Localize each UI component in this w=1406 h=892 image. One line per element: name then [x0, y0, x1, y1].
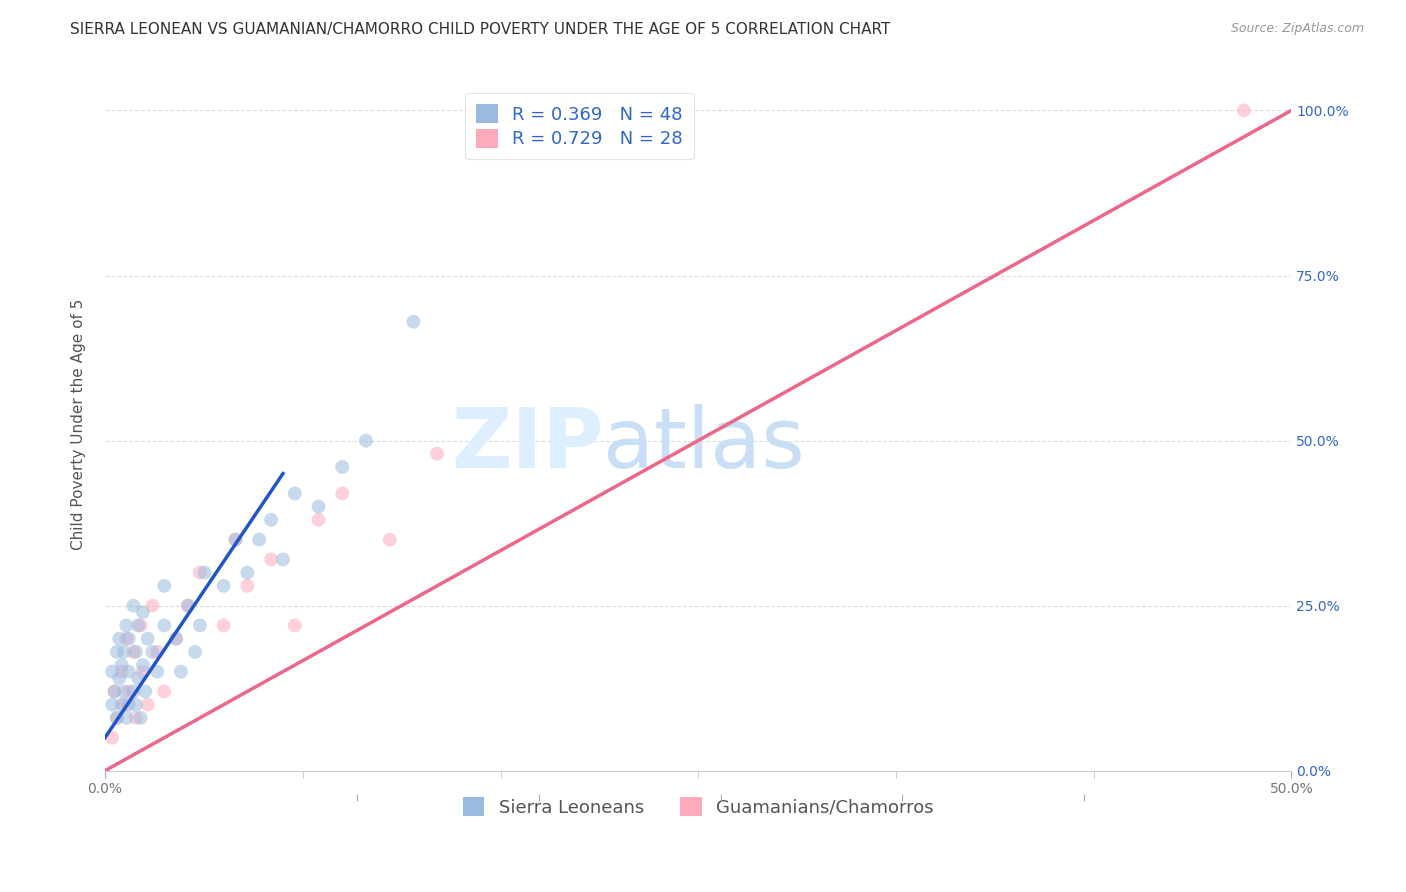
- Point: [212, 579, 235, 593]
- Point: [141, 599, 163, 613]
- Point: [308, 500, 330, 514]
- Point: [236, 566, 259, 580]
- Text: atlas: atlas: [603, 404, 806, 485]
- Point: [115, 618, 138, 632]
- Point: [110, 658, 132, 673]
- Point: [134, 684, 156, 698]
- Point: [141, 645, 163, 659]
- Point: [118, 665, 141, 679]
- Point: [110, 665, 132, 679]
- Point: [125, 711, 148, 725]
- Point: [224, 533, 246, 547]
- Point: [136, 632, 159, 646]
- Point: [260, 513, 283, 527]
- Point: [132, 665, 155, 679]
- Point: [129, 618, 152, 632]
- Point: [112, 684, 135, 698]
- Point: [330, 486, 353, 500]
- Text: Source: ZipAtlas.com: Source: ZipAtlas.com: [1230, 22, 1364, 36]
- Point: [177, 599, 200, 613]
- Point: [194, 566, 217, 580]
- Point: [165, 632, 187, 646]
- Point: [402, 315, 425, 329]
- Point: [103, 684, 125, 698]
- Point: [108, 671, 131, 685]
- Point: [136, 698, 159, 712]
- Point: [112, 645, 135, 659]
- Y-axis label: Child Poverty Under the Age of 5: Child Poverty Under the Age of 5: [72, 299, 86, 549]
- Point: [236, 579, 259, 593]
- Point: [122, 645, 145, 659]
- Point: [118, 684, 141, 698]
- Point: [378, 533, 401, 547]
- Point: [115, 632, 138, 646]
- Point: [170, 665, 193, 679]
- Point: [122, 684, 145, 698]
- Point: [105, 711, 128, 725]
- Point: [110, 698, 132, 712]
- Point: [1233, 103, 1256, 118]
- Point: [354, 434, 377, 448]
- Text: SIERRA LEONEAN VS GUAMANIAN/CHAMORRO CHILD POVERTY UNDER THE AGE OF 5 CORRELATIO: SIERRA LEONEAN VS GUAMANIAN/CHAMORRO CHI…: [70, 22, 890, 37]
- Point: [188, 618, 211, 632]
- Point: [330, 460, 353, 475]
- Point: [153, 618, 176, 632]
- Point: [153, 684, 176, 698]
- Point: [115, 711, 138, 725]
- Point: [308, 513, 330, 527]
- Point: [105, 645, 128, 659]
- Point: [101, 731, 124, 745]
- Point: [125, 698, 148, 712]
- Point: [146, 665, 169, 679]
- Point: [129, 711, 152, 725]
- Point: [101, 665, 124, 679]
- Point: [103, 684, 125, 698]
- Point: [101, 698, 124, 712]
- Point: [271, 552, 294, 566]
- Point: [188, 566, 211, 580]
- Point: [184, 645, 207, 659]
- Point: [118, 698, 141, 712]
- Point: [146, 645, 169, 659]
- Point: [127, 671, 149, 685]
- Text: ZIP: ZIP: [451, 404, 603, 485]
- Point: [108, 632, 131, 646]
- Point: [127, 618, 149, 632]
- Point: [105, 711, 128, 725]
- Point: [426, 447, 449, 461]
- Point: [284, 486, 307, 500]
- Point: [212, 618, 235, 632]
- Legend: Sierra Leoneans, Guamanians/Chamorros: Sierra Leoneans, Guamanians/Chamorros: [456, 790, 941, 824]
- Point: [260, 552, 283, 566]
- Point: [224, 533, 246, 547]
- Point: [284, 618, 307, 632]
- Point: [165, 632, 187, 646]
- Point: [125, 645, 148, 659]
- Point: [112, 698, 135, 712]
- Point: [132, 605, 155, 619]
- Point: [153, 579, 176, 593]
- Point: [247, 533, 270, 547]
- Point: [118, 632, 141, 646]
- Point: [122, 599, 145, 613]
- Point: [132, 658, 155, 673]
- Point: [177, 599, 200, 613]
